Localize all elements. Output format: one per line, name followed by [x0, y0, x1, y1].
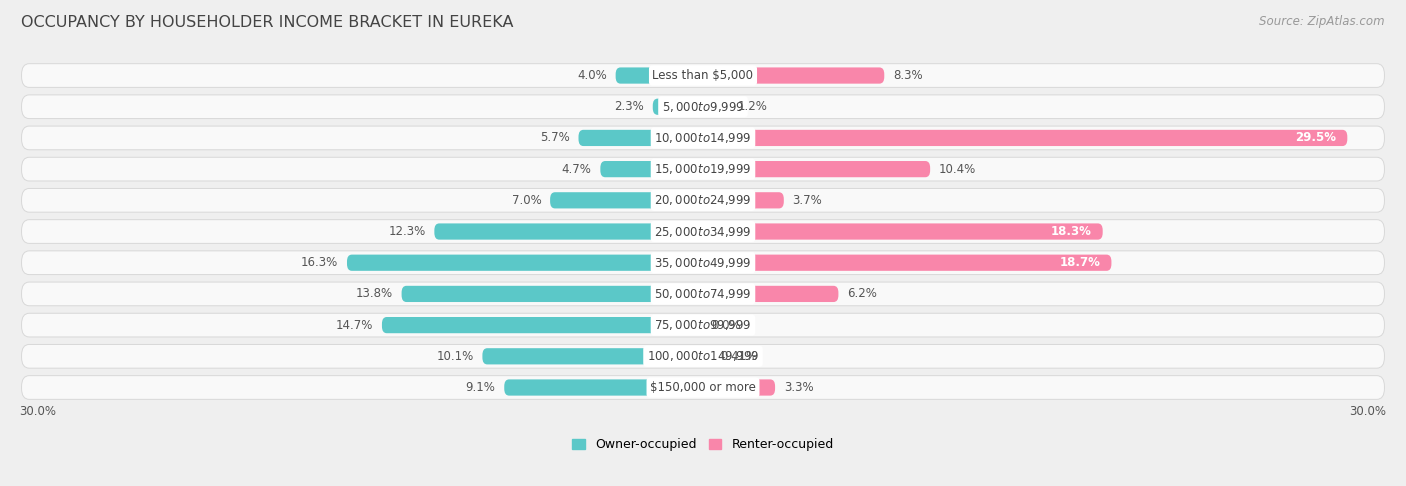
Text: $150,000 or more: $150,000 or more: [650, 381, 756, 394]
Text: 3.7%: 3.7%: [793, 194, 823, 207]
Text: $75,000 to $99,999: $75,000 to $99,999: [654, 318, 752, 332]
Text: $20,000 to $24,999: $20,000 to $24,999: [654, 193, 752, 208]
FancyBboxPatch shape: [21, 313, 1385, 337]
FancyBboxPatch shape: [21, 345, 1385, 368]
FancyBboxPatch shape: [703, 348, 711, 364]
FancyBboxPatch shape: [550, 192, 703, 208]
Text: 7.0%: 7.0%: [512, 194, 541, 207]
Text: $5,000 to $9,999: $5,000 to $9,999: [662, 100, 744, 114]
Text: 5.7%: 5.7%: [540, 131, 569, 144]
Text: 0.0%: 0.0%: [711, 319, 741, 331]
Text: 29.5%: 29.5%: [1295, 131, 1336, 144]
FancyBboxPatch shape: [21, 220, 1385, 243]
FancyBboxPatch shape: [434, 224, 703, 240]
FancyBboxPatch shape: [703, 224, 1102, 240]
FancyBboxPatch shape: [21, 95, 1385, 119]
Text: 30.0%: 30.0%: [1350, 405, 1386, 418]
Text: 9.1%: 9.1%: [465, 381, 495, 394]
Text: 30.0%: 30.0%: [20, 405, 56, 418]
FancyBboxPatch shape: [703, 380, 775, 396]
FancyBboxPatch shape: [21, 189, 1385, 212]
FancyBboxPatch shape: [21, 157, 1385, 181]
Text: $25,000 to $34,999: $25,000 to $34,999: [654, 225, 752, 239]
FancyBboxPatch shape: [703, 130, 1347, 146]
FancyBboxPatch shape: [347, 255, 703, 271]
Text: $35,000 to $49,999: $35,000 to $49,999: [654, 256, 752, 270]
Text: $10,000 to $14,999: $10,000 to $14,999: [654, 131, 752, 145]
Text: 8.3%: 8.3%: [893, 69, 922, 82]
Text: 10.1%: 10.1%: [436, 350, 474, 363]
Text: Source: ZipAtlas.com: Source: ZipAtlas.com: [1260, 15, 1385, 28]
FancyBboxPatch shape: [703, 286, 838, 302]
FancyBboxPatch shape: [616, 68, 703, 84]
Text: 18.3%: 18.3%: [1050, 225, 1092, 238]
FancyBboxPatch shape: [703, 255, 1111, 271]
FancyBboxPatch shape: [703, 68, 884, 84]
FancyBboxPatch shape: [652, 99, 703, 115]
FancyBboxPatch shape: [703, 161, 931, 177]
Text: $50,000 to $74,999: $50,000 to $74,999: [654, 287, 752, 301]
FancyBboxPatch shape: [703, 192, 783, 208]
FancyBboxPatch shape: [505, 380, 703, 396]
FancyBboxPatch shape: [578, 130, 703, 146]
Text: 6.2%: 6.2%: [848, 287, 877, 300]
FancyBboxPatch shape: [21, 251, 1385, 275]
Legend: Owner-occupied, Renter-occupied: Owner-occupied, Renter-occupied: [568, 434, 838, 455]
Text: 3.3%: 3.3%: [783, 381, 814, 394]
Text: 18.7%: 18.7%: [1060, 256, 1101, 269]
FancyBboxPatch shape: [402, 286, 703, 302]
Text: 14.7%: 14.7%: [336, 319, 373, 331]
FancyBboxPatch shape: [21, 376, 1385, 399]
Text: 16.3%: 16.3%: [301, 256, 339, 269]
FancyBboxPatch shape: [21, 282, 1385, 306]
Text: 4.7%: 4.7%: [562, 163, 592, 175]
FancyBboxPatch shape: [21, 126, 1385, 150]
Text: Less than $5,000: Less than $5,000: [652, 69, 754, 82]
FancyBboxPatch shape: [382, 317, 703, 333]
Text: 10.4%: 10.4%: [939, 163, 976, 175]
Text: 13.8%: 13.8%: [356, 287, 392, 300]
Text: 12.3%: 12.3%: [388, 225, 426, 238]
FancyBboxPatch shape: [600, 161, 703, 177]
FancyBboxPatch shape: [482, 348, 703, 364]
Text: OCCUPANCY BY HOUSEHOLDER INCOME BRACKET IN EUREKA: OCCUPANCY BY HOUSEHOLDER INCOME BRACKET …: [21, 15, 513, 30]
Text: $100,000 to $149,999: $100,000 to $149,999: [647, 349, 759, 364]
FancyBboxPatch shape: [21, 64, 1385, 87]
Text: 1.2%: 1.2%: [738, 100, 768, 113]
FancyBboxPatch shape: [703, 99, 730, 115]
Text: 4.0%: 4.0%: [576, 69, 607, 82]
Text: 2.3%: 2.3%: [614, 100, 644, 113]
Text: 0.41%: 0.41%: [721, 350, 758, 363]
Text: $15,000 to $19,999: $15,000 to $19,999: [654, 162, 752, 176]
